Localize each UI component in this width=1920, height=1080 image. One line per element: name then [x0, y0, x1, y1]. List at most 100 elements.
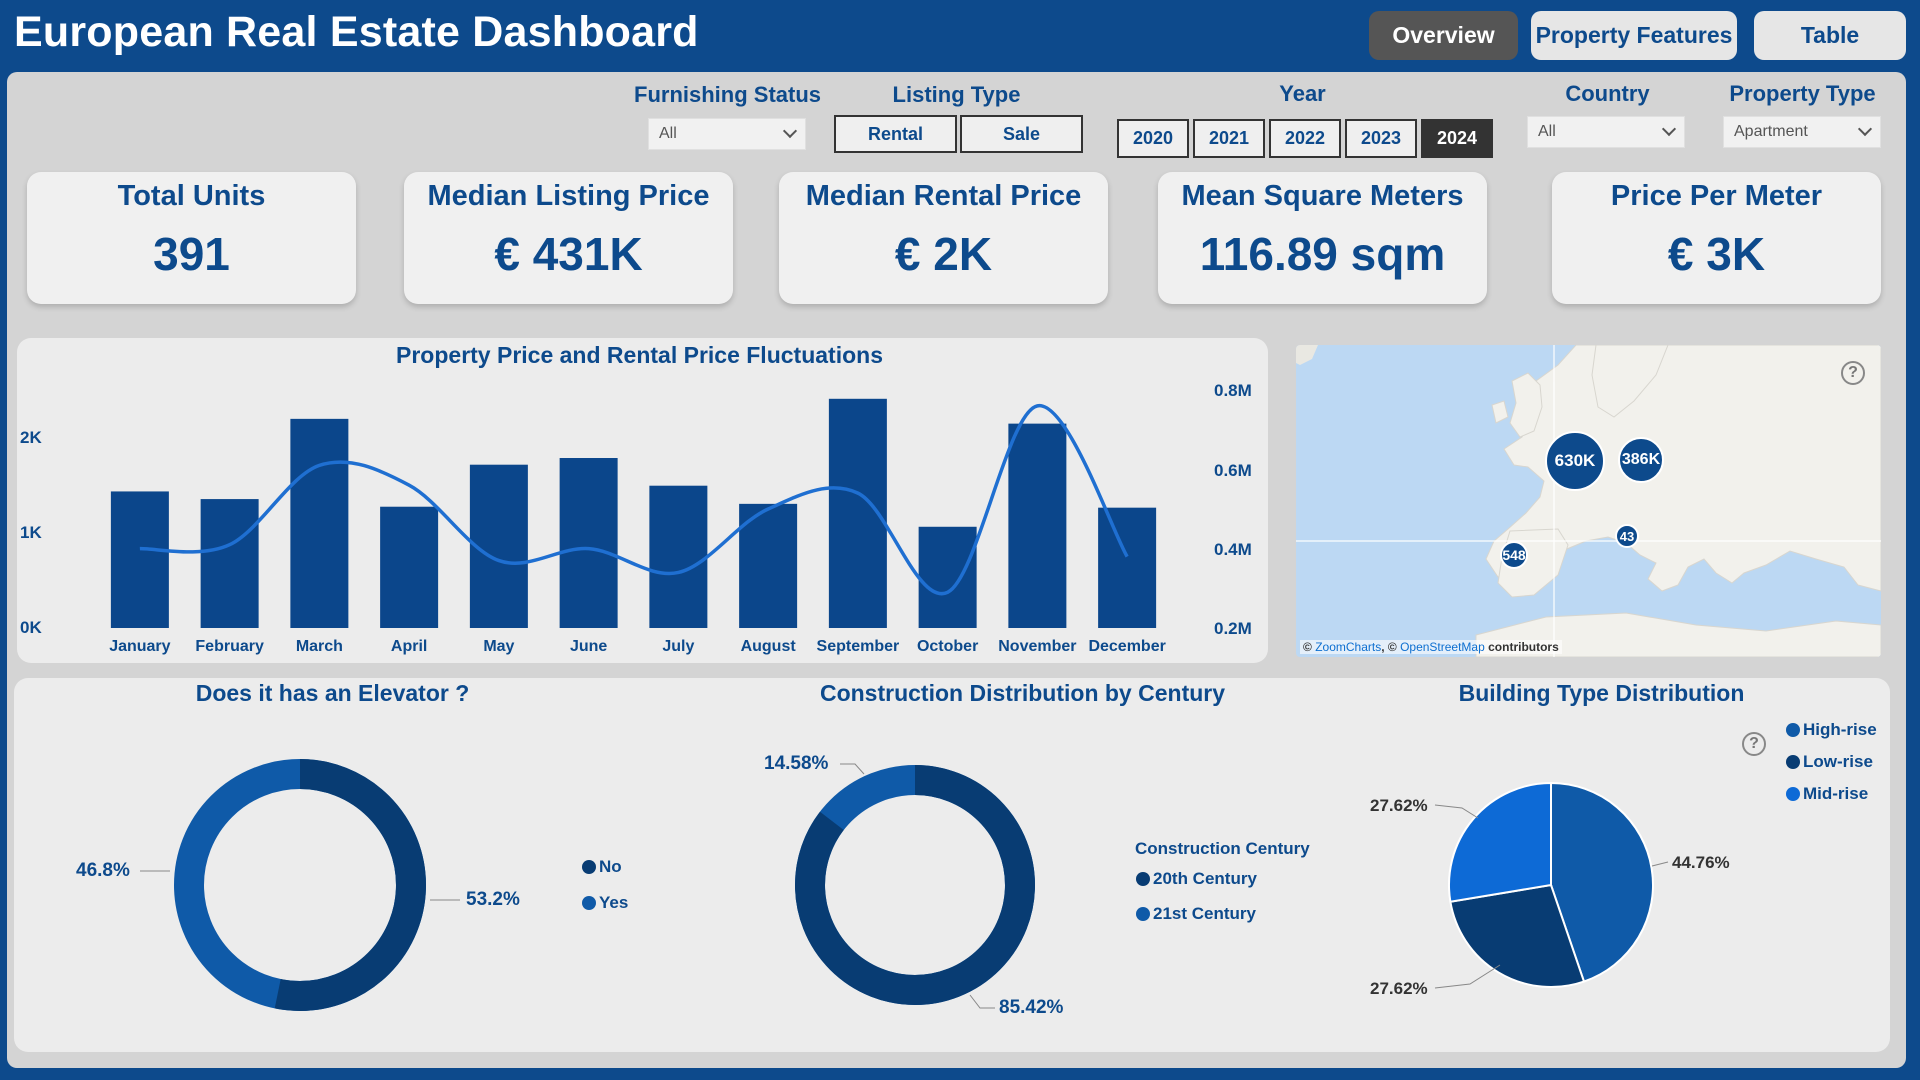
legend-dot: [582, 896, 596, 910]
kpi-label: Total Units: [117, 180, 266, 212]
map-bubble-630k[interactable]: 630K: [1545, 431, 1605, 491]
century-legend-title: Construction Century: [1135, 839, 1310, 858]
british-isles: [1491, 372, 1543, 438]
chevron-down-icon: [782, 123, 798, 139]
legend-label: No: [599, 857, 622, 876]
listing-type-sale[interactable]: Sale: [960, 115, 1083, 153]
country-dropdown[interactable]: All: [1527, 116, 1685, 148]
building-chart-title: Building Type Distribution: [1458, 680, 1745, 706]
legend-yes[interactable]: Yes: [582, 893, 628, 913]
legend-label: Low-rise: [1803, 752, 1873, 771]
north-africa: [1475, 612, 1881, 657]
y-left-tick: 2K: [20, 428, 42, 447]
elevator-donut: [174, 759, 426, 1011]
bar-july[interactable]: [649, 485, 708, 628]
bar-march[interactable]: [290, 418, 349, 628]
century-donut: [795, 765, 1035, 1005]
listing-type-rental[interactable]: Rental: [834, 115, 957, 153]
legend-high-rise[interactable]: High-rise: [1786, 720, 1877, 740]
kpi-value: € 431K: [494, 228, 643, 280]
x-tick-label: August: [741, 638, 797, 655]
legend-low-rise[interactable]: Low-rise: [1786, 752, 1873, 772]
x-tick-label: November: [998, 638, 1076, 655]
year-2023[interactable]: 2023: [1345, 119, 1417, 158]
property-type-label: Property Type: [1729, 81, 1876, 106]
legend-no[interactable]: No: [582, 857, 622, 877]
year-2024[interactable]: 2024: [1421, 119, 1493, 158]
building-pct-low-rise: 27.62%: [1370, 979, 1428, 998]
kpi-label: Mean Square Meters: [1181, 180, 1464, 212]
bar-december[interactable]: [1098, 507, 1157, 628]
kpi-median-rental-price: Median Rental Price € 2K: [779, 172, 1108, 304]
kpi-value: € 3K: [1667, 228, 1766, 280]
furnishing-status-value: All: [659, 125, 677, 142]
help-icon[interactable]: ?: [1841, 361, 1865, 385]
bar-june[interactable]: [559, 458, 618, 628]
chevron-down-icon: [1661, 121, 1677, 137]
bar-october[interactable]: [918, 526, 977, 628]
x-tick-label: April: [391, 638, 427, 655]
attribution-prefix: ©: [1303, 640, 1316, 654]
legend-21st-century[interactable]: 21st Century: [1136, 904, 1256, 924]
legend-label: 20th Century: [1153, 869, 1257, 888]
kpi-mean-square-meters: Mean Square Meters 116.89 sqm: [1158, 172, 1487, 304]
furnishing-status-label: Furnishing Status: [634, 82, 821, 107]
y-right-tick: 0.6M: [1214, 461, 1252, 480]
bar-may[interactable]: [469, 464, 528, 628]
help-icon[interactable]: ?: [1742, 732, 1766, 756]
europe-map: [1296, 345, 1881, 657]
furnishing-status-dropdown[interactable]: All: [648, 118, 806, 150]
kpi-price-per-meter: Price Per Meter € 3K: [1552, 172, 1881, 304]
year-2022[interactable]: 2022: [1269, 119, 1341, 158]
year-2021[interactable]: 2021: [1193, 119, 1265, 158]
map-bubble-43[interactable]: 43: [1615, 524, 1639, 548]
property-price-line[interactable]: [139, 404, 1129, 596]
scandinavia: [1591, 345, 1669, 418]
pie-slice-mid-rise[interactable]: [1448, 781, 1552, 903]
building-pct-high-rise: 44.76%: [1672, 853, 1730, 872]
chevron-down-icon: [1857, 121, 1873, 137]
bar-november[interactable]: [1008, 423, 1067, 628]
map-attribution: © ZoomCharts, © OpenStreetMap contributo…: [1300, 640, 1562, 654]
attribution-separator: , ©: [1381, 640, 1401, 654]
y-right-tick: 0.4M: [1214, 540, 1252, 559]
bar-april[interactable]: [380, 506, 439, 628]
legend-mid-rise[interactable]: Mid-rise: [1786, 784, 1868, 804]
y-right-tick: 0.8M: [1214, 381, 1252, 400]
property-type-value: Apartment: [1734, 123, 1808, 140]
openstreetmap-link[interactable]: OpenStreetMap: [1400, 640, 1485, 654]
listing-type-label: Listing Type: [892, 82, 1021, 107]
nav-property-features-button[interactable]: Property Features: [1531, 11, 1737, 60]
zoomcharts-link[interactable]: ZoomCharts: [1315, 640, 1382, 654]
nav-table-button[interactable]: Table: [1754, 11, 1906, 60]
building-pct-mid-rise: 27.62%: [1370, 796, 1428, 815]
legend-dot: [1786, 723, 1800, 737]
legend-label: 21st Century: [1153, 904, 1256, 923]
donut-segment-no: [174, 759, 426, 1011]
kpi-label: Median Listing Price: [427, 180, 710, 212]
x-tick-label: September: [817, 638, 900, 655]
bar-february[interactable]: [200, 499, 259, 628]
property-type-dropdown[interactable]: Apartment: [1723, 116, 1881, 148]
kpi-value: 116.89 sqm: [1199, 228, 1446, 280]
map-bubble-386k[interactable]: 386K: [1618, 437, 1664, 483]
century-pct-20th: 85.42%: [999, 997, 1064, 1018]
bar-august[interactable]: [739, 503, 798, 628]
legend-20th-century[interactable]: 20th Century: [1136, 869, 1257, 889]
legend-dot: [1136, 907, 1150, 921]
map-visual[interactable]: 630K 386K 548 43 ? © ZoomCharts, © OpenS…: [1296, 345, 1881, 657]
bar-january[interactable]: [110, 491, 169, 628]
pie-slice-high-rise[interactable]: [1550, 781, 1654, 983]
kpi-median-listing-price: Median Listing Price € 431K: [404, 172, 733, 304]
elevator-pct-yes: 46.8%: [76, 860, 130, 881]
elevator-chart-title: Does it has an Elevator ?: [195, 680, 470, 706]
kpi-value: € 2K: [894, 228, 993, 280]
legend-dot: [1786, 755, 1800, 769]
map-bubble-548[interactable]: 548: [1500, 541, 1528, 569]
year-2020[interactable]: 2020: [1117, 119, 1189, 158]
legend-dot: [1136, 872, 1150, 886]
price-fluctuation-chart: 0K 1K 2K 0.2M 0.4M 0.6M 0.8M January February Mar…: [20, 381, 1252, 655]
nav-overview-button[interactable]: Overview: [1369, 11, 1518, 60]
kpi-label: Price Per Meter: [1610, 180, 1823, 212]
country-value: All: [1538, 123, 1556, 140]
